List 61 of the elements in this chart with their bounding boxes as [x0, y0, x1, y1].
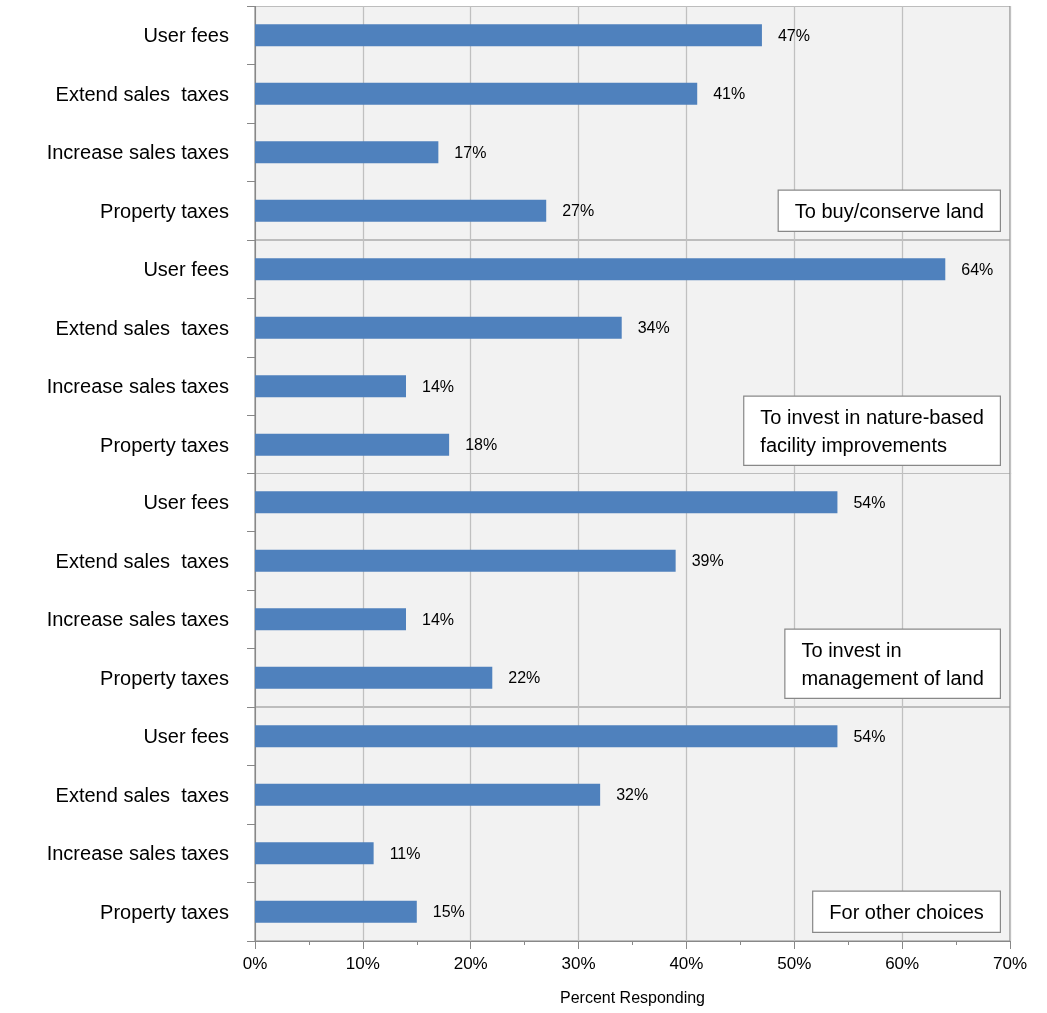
- bar: [255, 724, 838, 747]
- annotation: To buy/conserve land: [794, 199, 984, 222]
- bar: [255, 316, 622, 339]
- y-tick-label: Property taxes: [100, 199, 229, 222]
- y-tick-label: Property taxes: [100, 433, 229, 456]
- bar: [255, 666, 493, 689]
- y-tick-label: User fees: [143, 724, 229, 747]
- y-tick-label: Property taxes: [100, 900, 229, 923]
- y-tick-label: Extend sales taxes: [55, 783, 229, 806]
- y-tick-label: Extend sales taxes: [55, 549, 229, 572]
- data-label: 17%: [454, 143, 487, 161]
- data-label: 15%: [432, 902, 465, 920]
- y-tick-label: Increase sales taxes: [46, 608, 229, 631]
- bar: [255, 900, 417, 923]
- bar: [255, 491, 838, 514]
- bar: [255, 783, 601, 806]
- annotation: To invest in nature-based facility improvements: [760, 405, 984, 456]
- bar: [255, 257, 946, 280]
- y-tick-label: Extend sales taxes: [55, 82, 229, 105]
- x-tick-label: 0%: [242, 953, 268, 973]
- x-axis-title: Percent Responding: [560, 988, 705, 1005]
- data-label: 64%: [961, 260, 994, 278]
- y-tick-label: Increase sales taxes: [46, 141, 229, 164]
- data-label: 32%: [616, 785, 649, 803]
- y-tick-label: Property taxes: [100, 666, 229, 689]
- data-label: 34%: [637, 318, 670, 336]
- bar: [255, 82, 698, 105]
- data-label: 14%: [422, 377, 455, 395]
- bar: [255, 608, 406, 631]
- data-label: 18%: [465, 435, 498, 453]
- x-tick-label: 70%: [992, 953, 1028, 973]
- x-tick-label: 40%: [669, 953, 704, 973]
- y-tick-label: Extend sales taxes: [55, 316, 229, 339]
- data-label: 14%: [422, 610, 455, 628]
- annotation: To invest in management of land: [801, 638, 984, 689]
- data-label: 39%: [691, 552, 724, 570]
- data-label: 41%: [713, 85, 746, 103]
- y-tick-label: Increase sales taxes: [46, 841, 229, 864]
- y-tick-label: User fees: [143, 257, 229, 280]
- bar: [255, 433, 450, 456]
- x-tick-label: 50%: [777, 953, 812, 973]
- data-label: 54%: [853, 727, 886, 745]
- x-tick-label: 10%: [345, 953, 380, 973]
- y-tick-label: User fees: [143, 24, 229, 47]
- x-tick-label: 30%: [561, 953, 596, 973]
- bar: [255, 841, 374, 864]
- x-tick-label: 60%: [885, 953, 920, 973]
- x-tick-label: 20%: [453, 953, 488, 973]
- bar: [255, 199, 547, 222]
- bar: [255, 24, 762, 47]
- data-label: 22%: [508, 669, 541, 687]
- data-label: 47%: [777, 26, 810, 44]
- y-tick-label: Increase sales taxes: [46, 374, 229, 397]
- bar: [255, 549, 676, 572]
- data-label: 11%: [389, 844, 421, 862]
- data-label: 27%: [562, 202, 595, 220]
- bar: [255, 141, 439, 164]
- annotation: For other choices: [829, 900, 984, 923]
- y-tick-label: User fees: [143, 491, 229, 514]
- data-label: 54%: [853, 493, 886, 511]
- bar: [255, 374, 406, 397]
